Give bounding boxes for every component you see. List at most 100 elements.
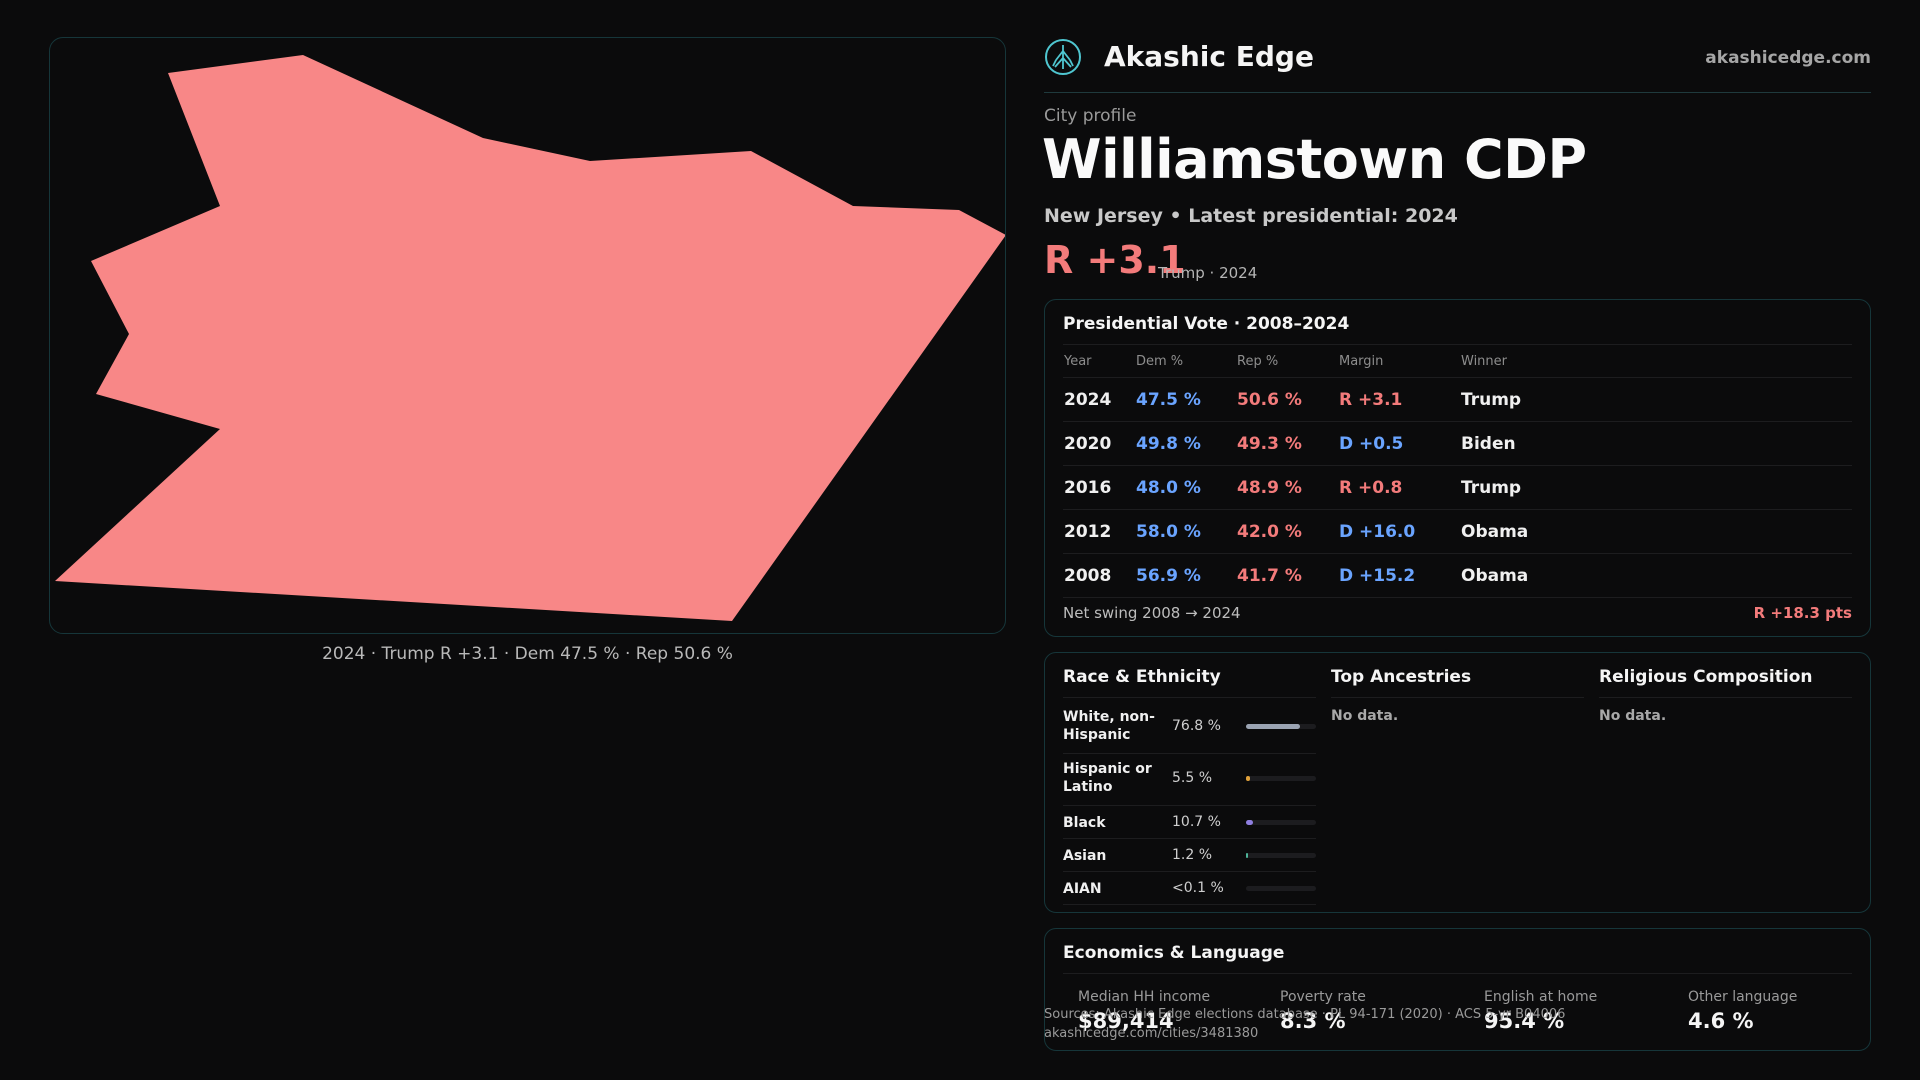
table-row: 2008 56.9 % 41.7 % D +15.2 Obama	[1063, 553, 1852, 598]
vote-card-title: Presidential Vote · 2008–2024	[1063, 314, 1852, 345]
latest-margin-note: Trump · 2024	[1158, 264, 1258, 282]
religion-section-title: Religious Composition	[1599, 667, 1852, 698]
cell-margin: D +16.0	[1338, 509, 1460, 554]
cell-dem-pct: 58.0 %	[1135, 509, 1236, 554]
race-progress-bar	[1246, 820, 1316, 825]
sources-note: Sources: Akashic Edge elections database…	[1044, 1007, 1566, 1022]
cell-winner: Obama	[1460, 509, 1852, 554]
page-footer: Sources: Akashic Edge elections database…	[1044, 1005, 1565, 1043]
race-section-title: Race & Ethnicity	[1063, 667, 1316, 698]
ancestries-section: Top Ancestries No data.	[1331, 667, 1584, 724]
ancestries-section-title: Top Ancestries	[1331, 667, 1584, 698]
cell-rep-pct: 48.9 %	[1236, 465, 1338, 510]
list-item: AIAN <0.1 %	[1063, 872, 1316, 905]
ancestries-empty: No data.	[1331, 708, 1399, 724]
table-row: 2020 49.8 % 49.3 % D +0.5 Biden	[1063, 421, 1852, 466]
list-item: Black 10.7 %	[1063, 806, 1316, 839]
cell-dem-pct: 56.9 %	[1135, 553, 1236, 598]
cell-margin: D +0.5	[1338, 421, 1460, 466]
cell-dem-pct: 49.8 %	[1135, 421, 1236, 466]
column-header-margin: Margin	[1338, 345, 1460, 378]
demographics-card: Race & Ethnicity White, non-Hispanic 76.8…	[1044, 652, 1871, 913]
stat-label: Median HH income	[1078, 989, 1211, 1005]
race-label: Asian	[1063, 848, 1107, 864]
race-progress-bar	[1246, 776, 1316, 781]
race-pct: 5.5 %	[1172, 770, 1213, 786]
page-kicker: City profile	[1044, 106, 1137, 126]
page-title: Williamstown CDP	[1042, 128, 1587, 191]
cell-year: 2024	[1063, 377, 1135, 422]
page-subtitle: New Jersey • Latest presidential: 2024	[1044, 205, 1458, 227]
economics-card-title: Economics & Language	[1063, 943, 1852, 974]
stat-english-at-home: English at home 95.4 %	[1484, 989, 1674, 1033]
race-progress-fill	[1246, 724, 1300, 729]
table-row: 2012 58.0 % 42.0 % D +16.0 Obama	[1063, 509, 1852, 554]
cell-dem-pct: 48.0 %	[1135, 465, 1236, 510]
race-progress-fill	[1246, 853, 1248, 858]
race-progress-bar	[1246, 886, 1316, 891]
column-header-dem: Dem %	[1135, 345, 1236, 378]
race-pct: 10.7 %	[1172, 814, 1221, 830]
column-header-winner: Winner	[1460, 345, 1852, 378]
stat-value: 8.3 %	[1280, 1009, 1346, 1033]
cell-dem-pct: 47.5 %	[1135, 377, 1236, 422]
race-progress-fill	[1246, 776, 1250, 781]
race-ethnicity-section: Race & Ethnicity White, non-Hispanic 76.8…	[1063, 667, 1316, 905]
table-row: 2016 48.0 % 48.9 % R +0.8 Trump	[1063, 465, 1852, 510]
list-item: Hispanic or Latino 5.5 %	[1063, 754, 1316, 806]
cell-year: 2020	[1063, 421, 1135, 466]
race-progress-bar	[1246, 724, 1316, 729]
table-row: 2024 47.5 % 50.6 % R +3.1 Trump	[1063, 377, 1852, 422]
economics-card: Economics & Language Median HH income $8…	[1044, 928, 1871, 1051]
cell-rep-pct: 41.7 %	[1236, 553, 1338, 598]
cell-winner: Trump	[1460, 465, 1852, 510]
cell-winner: Obama	[1460, 553, 1852, 598]
race-pct: 76.8 %	[1172, 718, 1221, 734]
cell-rep-pct: 50.6 %	[1236, 377, 1338, 422]
list-item: White, non-Hispanic 76.8 %	[1063, 702, 1316, 754]
cell-margin: R +0.8	[1338, 465, 1460, 510]
cell-year: 2012	[1063, 509, 1135, 554]
race-progress-fill	[1246, 820, 1253, 825]
stat-value: 4.6 %	[1688, 1009, 1754, 1033]
stat-value: 95.4 %	[1484, 1009, 1565, 1033]
cell-winner: Trump	[1460, 377, 1852, 422]
cell-year: 2016	[1063, 465, 1135, 510]
map-panel[interactable]	[49, 37, 1006, 634]
race-label: Hispanic or Latino	[1063, 761, 1152, 795]
race-pct: 1.2 %	[1172, 847, 1213, 863]
stat-label: Other language	[1688, 989, 1798, 1005]
stat-median-income: Median HH income $89,414	[1078, 989, 1268, 1033]
map-caption: 2024 · Trump R +3.1 · Dem 47.5 % · Rep 5…	[322, 644, 733, 664]
cell-margin: D +15.2	[1338, 553, 1460, 598]
column-header-year: Year	[1063, 345, 1135, 378]
city-boundary-shape[interactable]	[55, 55, 1006, 621]
page-url-link[interactable]: akashicedge.com/cities/3481380	[1044, 1026, 1259, 1041]
column-header-rep: Rep %	[1236, 345, 1338, 378]
race-label: Black	[1063, 815, 1106, 831]
religion-section: Religious Composition No data.	[1599, 667, 1852, 724]
vote-table: Year Dem % Rep % Margin Winner 2024 47.5 …	[1063, 345, 1852, 598]
vote-table-header: Year Dem % Rep % Margin Winner	[1063, 345, 1852, 378]
latest-margin: R +3.1	[1044, 238, 1186, 282]
presidential-vote-card: Presidential Vote · 2008–2024 Year Dem %…	[1044, 299, 1871, 637]
city-boundary-map	[55, 55, 1006, 621]
cell-rep-pct: 42.0 %	[1236, 509, 1338, 554]
site-header: Akashic Edge akashicedge.com	[1044, 34, 1871, 93]
race-progress-bar	[1246, 853, 1316, 858]
religion-empty: No data.	[1599, 708, 1667, 724]
stat-value: $89,414	[1078, 1009, 1174, 1033]
cell-year: 2008	[1063, 553, 1135, 598]
site-link[interactable]: akashicedge.com	[1705, 48, 1871, 68]
race-label: AIAN	[1063, 881, 1102, 897]
race-label: White, non-Hispanic	[1063, 709, 1155, 743]
brand-name[interactable]: Akashic Edge	[1104, 40, 1314, 73]
cell-margin: R +3.1	[1338, 377, 1460, 422]
tree-logo-icon[interactable]	[1044, 38, 1082, 76]
net-swing-value: R +18.3 pts	[1753, 604, 1852, 622]
race-pct: <0.1 %	[1172, 880, 1224, 896]
list-item: Asian 1.2 %	[1063, 839, 1316, 872]
stat-poverty-rate: Poverty rate 8.3 %	[1280, 989, 1470, 1033]
cell-winner: Biden	[1460, 421, 1852, 466]
net-swing-label: Net swing 2008 → 2024	[1063, 604, 1241, 622]
